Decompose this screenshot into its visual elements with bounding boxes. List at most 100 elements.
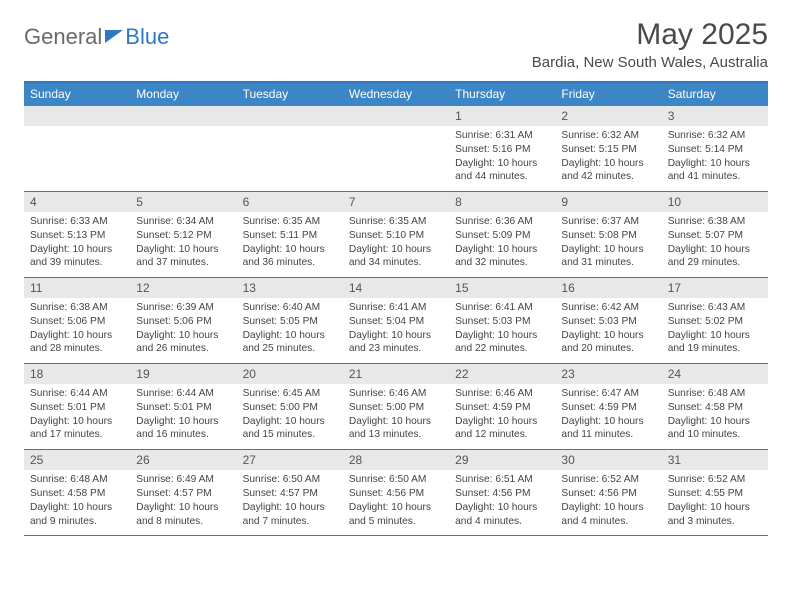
day-number: 7: [343, 192, 449, 212]
sunrise-text: Sunrise: 6:47 AM: [561, 387, 655, 401]
sunset-text: Sunset: 5:10 PM: [349, 229, 443, 243]
sunrise-text: Sunrise: 6:38 AM: [30, 301, 124, 315]
day-number: 17: [662, 278, 768, 298]
week-row: 45678910Sunrise: 6:33 AMSunset: 5:13 PMD…: [24, 192, 768, 278]
day-body: Sunrise: 6:36 AMSunset: 5:09 PMDaylight:…: [449, 212, 555, 277]
sunset-text: Sunset: 5:15 PM: [561, 143, 655, 157]
day-body: Sunrise: 6:34 AMSunset: 5:12 PMDaylight:…: [130, 212, 236, 277]
day-body-row: Sunrise: 6:31 AMSunset: 5:16 PM Daylight:…: [24, 126, 768, 191]
day-number: 5: [130, 192, 236, 212]
day-number-row: 18192021222324: [24, 364, 768, 384]
sunset-text: Sunset: 5:16 PM: [455, 143, 549, 157]
day-number: 26: [130, 450, 236, 470]
day-body: Sunrise: 6:50 AMSunset: 4:57 PMDaylight:…: [237, 470, 343, 535]
sunset-text: Sunset: 5:08 PM: [561, 229, 655, 243]
day-body: Sunrise: 6:32 AMSunset: 5:15 PMDaylight:…: [555, 126, 661, 191]
sunset-text: Sunset: 4:55 PM: [668, 487, 762, 501]
sunrise-text: Sunrise: 6:44 AM: [30, 387, 124, 401]
day-number: 14: [343, 278, 449, 298]
week-row: 25262728293031Sunrise: 6:48 AMSunset: 4:…: [24, 450, 768, 536]
day-number: 27: [237, 450, 343, 470]
day-number: 23: [555, 364, 661, 384]
day-number: 30: [555, 450, 661, 470]
sunrise-text: Sunrise: 6:48 AM: [668, 387, 762, 401]
sunrise-text: Sunrise: 6:31 AM: [455, 129, 549, 143]
day-body: Sunrise: 6:35 AMSunset: 5:11 PMDaylight:…: [237, 212, 343, 277]
sunrise-text: Sunrise: 6:32 AM: [668, 129, 762, 143]
day-body-row: Sunrise: 6:33 AMSunset: 5:13 PMDaylight:…: [24, 212, 768, 277]
location-text: Bardia, New South Wales, Australia: [532, 54, 768, 71]
daylight-text: Daylight: 10 hours and 12 minutes.: [455, 415, 549, 443]
sunrise-text: Sunrise: 6:51 AM: [455, 473, 549, 487]
day-body: Sunrise: 6:41 AMSunset: 5:04 PMDaylight:…: [343, 298, 449, 363]
sunrise-text: Sunrise: 6:40 AM: [243, 301, 337, 315]
daylight-text: Daylight: 10 hours and 17 minutes.: [30, 415, 124, 443]
sunset-text: Sunset: 4:59 PM: [561, 401, 655, 415]
day-number: 11: [24, 278, 130, 298]
day-number: 29: [449, 450, 555, 470]
sunrise-text: Sunrise: 6:32 AM: [561, 129, 655, 143]
day-number: 6: [237, 192, 343, 212]
daylight-text: Daylight: 10 hours and 25 minutes.: [243, 329, 337, 357]
day-body: Sunrise: 6:43 AMSunset: 5:02 PMDaylight:…: [662, 298, 768, 363]
sunset-text: Sunset: 5:01 PM: [30, 401, 124, 415]
day-number-row: 25262728293031: [24, 450, 768, 470]
daylight-text: Daylight: 10 hours and 23 minutes.: [349, 329, 443, 357]
page: General Blue May 2025 Bardia, New South …: [0, 0, 792, 546]
daylight-text: Daylight: 10 hours and 15 minutes.: [243, 415, 337, 443]
sunrise-text: Sunrise: 6:49 AM: [136, 473, 230, 487]
weekday-header-row: Sunday Monday Tuesday Wednesday Thursday…: [24, 83, 768, 106]
day-body: [130, 126, 236, 191]
weekday-header: Tuesday: [237, 83, 343, 106]
sunset-text: Sunset: 5:06 PM: [136, 315, 230, 329]
daylight-text: Daylight: 10 hours and 4 minutes.: [455, 501, 549, 529]
day-number: 15: [449, 278, 555, 298]
day-body: [24, 126, 130, 191]
sunrise-text: Sunrise: 6:37 AM: [561, 215, 655, 229]
daylight-text: Daylight: 10 hours and 31 minutes.: [561, 243, 655, 271]
daylight-text: Daylight: 10 hours and 20 minutes.: [561, 329, 655, 357]
sunrise-text: Sunrise: 6:34 AM: [136, 215, 230, 229]
daylight-text: Daylight: 10 hours and 11 minutes.: [561, 415, 655, 443]
sunrise-text: Sunrise: 6:35 AM: [243, 215, 337, 229]
daylight-text: Daylight: 10 hours and 13 minutes.: [349, 415, 443, 443]
topbar: General Blue May 2025 Bardia, New South …: [24, 18, 768, 71]
daylight-text: Daylight: 10 hours and 37 minutes.: [136, 243, 230, 271]
day-body: Sunrise: 6:39 AMSunset: 5:06 PMDaylight:…: [130, 298, 236, 363]
day-number: [130, 106, 236, 126]
daylight-text: Daylight: 10 hours and 41 minutes.: [668, 157, 762, 185]
sunset-text: Sunset: 4:57 PM: [136, 487, 230, 501]
day-number: 9: [555, 192, 661, 212]
day-number: [24, 106, 130, 126]
day-body: Sunrise: 6:49 AMSunset: 4:57 PMDaylight:…: [130, 470, 236, 535]
weekday-header: Saturday: [662, 83, 768, 106]
sunset-text: Sunset: 4:58 PM: [668, 401, 762, 415]
sunset-text: Sunset: 5:13 PM: [30, 229, 124, 243]
sunrise-text: Sunrise: 6:43 AM: [668, 301, 762, 315]
daylight-text: Daylight: 10 hours and 19 minutes.: [668, 329, 762, 357]
daylight-text: Daylight: 10 hours and 39 minutes.: [30, 243, 124, 271]
triangle-icon: [105, 30, 123, 43]
day-body: [237, 126, 343, 191]
day-number: 3: [662, 106, 768, 126]
sunrise-text: Sunrise: 6:44 AM: [136, 387, 230, 401]
sunrise-text: Sunrise: 6:35 AM: [349, 215, 443, 229]
day-number: 16: [555, 278, 661, 298]
daylight-text: Daylight: 10 hours and 22 minutes.: [455, 329, 549, 357]
sunrise-text: Sunrise: 6:39 AM: [136, 301, 230, 315]
weekday-header: Thursday: [449, 83, 555, 106]
day-body: Sunrise: 6:47 AMSunset: 4:59 PMDaylight:…: [555, 384, 661, 449]
day-body: Sunrise: 6:35 AMSunset: 5:10 PMDaylight:…: [343, 212, 449, 277]
sunrise-text: Sunrise: 6:41 AM: [455, 301, 549, 315]
sunset-text: Sunset: 5:03 PM: [455, 315, 549, 329]
weekday-header: Monday: [130, 83, 236, 106]
week-row: 18192021222324Sunrise: 6:44 AMSunset: 5:…: [24, 364, 768, 450]
sunset-text: Sunset: 4:56 PM: [349, 487, 443, 501]
sunset-text: Sunset: 5:12 PM: [136, 229, 230, 243]
day-body: Sunrise: 6:31 AMSunset: 5:16 PMDaylight:…: [449, 126, 555, 191]
daylight-text: Daylight: 10 hours and 8 minutes.: [136, 501, 230, 529]
day-body: Sunrise: 6:46 AMSunset: 4:59 PMDaylight:…: [449, 384, 555, 449]
sunset-text: Sunset: 5:07 PM: [668, 229, 762, 243]
sunset-text: Sunset: 5:05 PM: [243, 315, 337, 329]
sunrise-text: Sunrise: 6:38 AM: [668, 215, 762, 229]
